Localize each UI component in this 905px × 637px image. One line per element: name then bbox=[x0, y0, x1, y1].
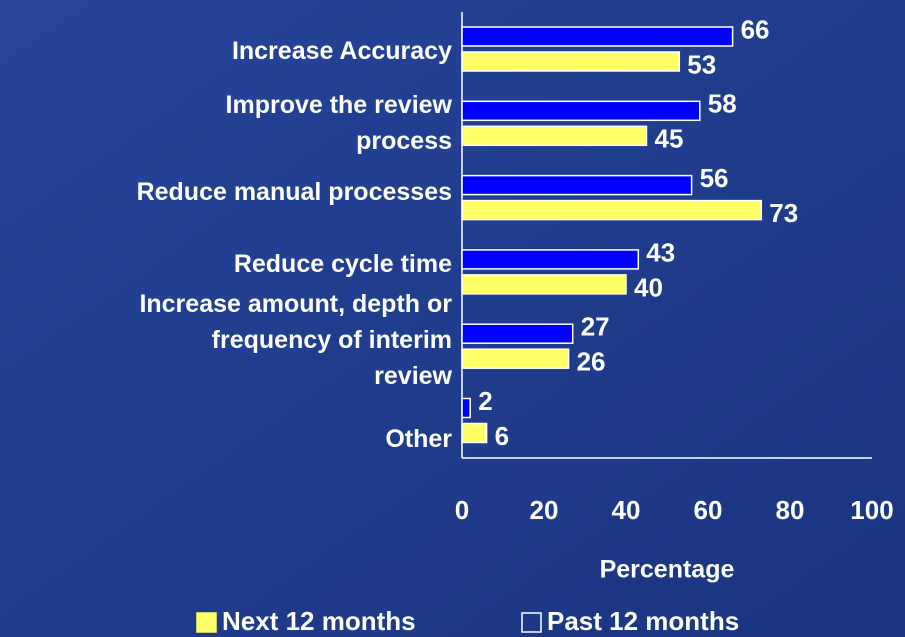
x-tick-label: 60 bbox=[694, 495, 723, 525]
value-label: 6 bbox=[495, 421, 509, 451]
bar bbox=[461, 26, 734, 47]
category-label: Increase Accuracy bbox=[232, 37, 452, 65]
value-label: 43 bbox=[646, 237, 675, 267]
x-tick-label: 40 bbox=[612, 495, 641, 525]
value-label: 56 bbox=[700, 163, 729, 193]
value-label: 2 bbox=[478, 386, 492, 416]
legend-swatch bbox=[521, 612, 542, 633]
bar bbox=[461, 100, 701, 122]
value-label: 45 bbox=[655, 124, 684, 154]
legend-swatch bbox=[196, 612, 217, 633]
value-label: 40 bbox=[634, 272, 663, 302]
category-label: Increase amount, depth or frequency of in… bbox=[139, 290, 452, 390]
legend-label: Next 12 months bbox=[222, 606, 416, 636]
category-label: Improve the review process bbox=[226, 91, 453, 155]
bar bbox=[461, 422, 488, 444]
x-tick-label: 80 bbox=[776, 495, 805, 525]
x-tick-label: 100 bbox=[850, 495, 893, 525]
category-label: Reduce manual processes bbox=[137, 178, 452, 206]
value-label: 66 bbox=[741, 14, 770, 44]
bar bbox=[461, 199, 763, 221]
legend-label: Past 12 months bbox=[547, 606, 739, 636]
value-label: 73 bbox=[769, 198, 798, 228]
category-label: Other bbox=[385, 425, 452, 453]
category-label: Reduce cycle time bbox=[234, 250, 452, 278]
bar bbox=[461, 348, 570, 369]
bar bbox=[461, 274, 627, 295]
value-label: 58 bbox=[708, 89, 737, 119]
bar bbox=[461, 397, 471, 419]
value-label: 27 bbox=[581, 312, 610, 342]
bar bbox=[461, 125, 648, 147]
bar bbox=[461, 51, 681, 72]
bar bbox=[461, 323, 574, 344]
value-label: 26 bbox=[577, 347, 606, 377]
x-tick-label: 0 bbox=[455, 495, 469, 525]
value-label: 53 bbox=[687, 49, 716, 79]
bar bbox=[461, 174, 693, 196]
x-axis-title: Percentage bbox=[600, 556, 735, 584]
bar bbox=[461, 249, 640, 270]
x-tick-label: 20 bbox=[530, 495, 559, 525]
